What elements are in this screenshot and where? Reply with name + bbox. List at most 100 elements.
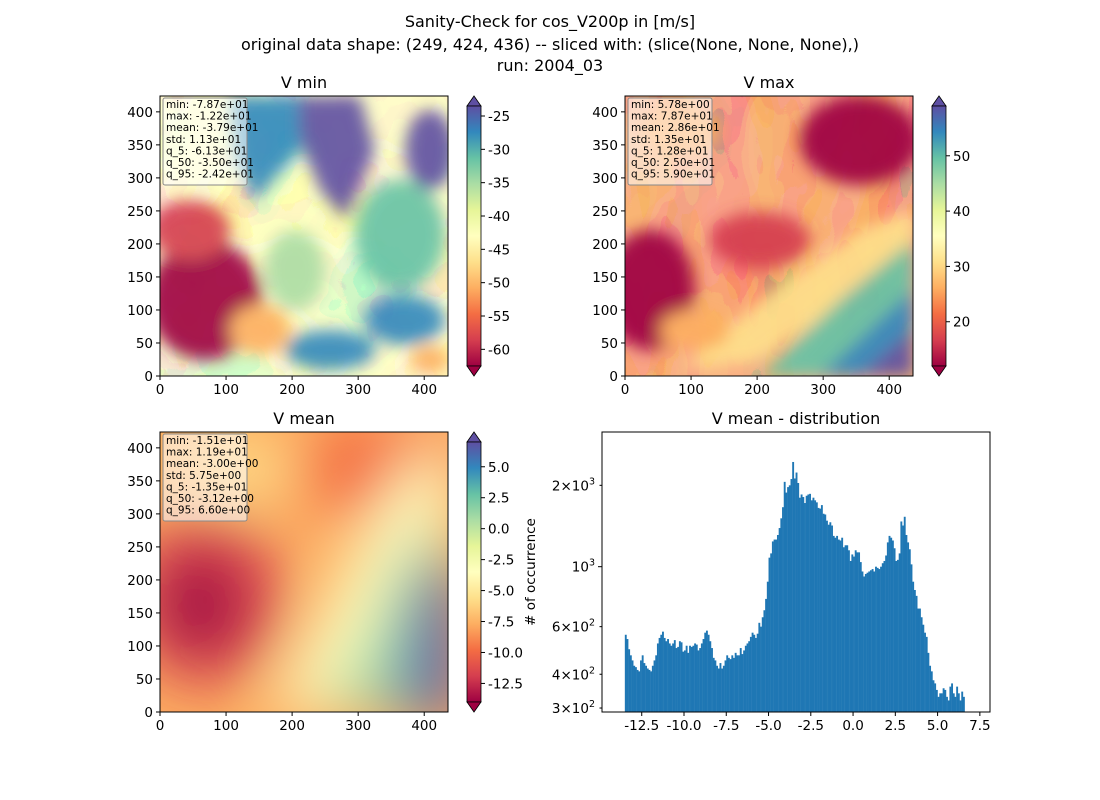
ytick-times: × (560, 667, 571, 683)
vmin-colorbar-tick-label: -40 (488, 209, 510, 225)
histogram-xtick-label: -10.0 (667, 718, 702, 734)
vmin-colorbar-tick-label: -30 (488, 142, 510, 158)
histogram-bar (765, 598, 768, 712)
histogram-bar (721, 668, 724, 712)
ytick-mantissa: 2 (552, 478, 561, 494)
histogram-bar (748, 641, 751, 712)
vmean-colorbar-tick-label: -7.5 (488, 615, 514, 631)
histogram-bar (690, 646, 693, 712)
vmean-stats-line: q_50: -3.12e+00 (166, 493, 254, 505)
vmax-stats-line: q_95: 5.90e+01 (631, 169, 715, 181)
vmax-xtick-label: 0 (621, 382, 630, 398)
histogram-bar (925, 636, 928, 712)
histogram-bar (668, 643, 671, 712)
histogram-bar (665, 641, 668, 712)
histogram-bar (739, 648, 742, 712)
vmax-ytick-label: 0 (609, 369, 618, 385)
vmin-stats-line: max: -1.22e+01 (166, 111, 252, 123)
ytick-exponent: 3 (589, 558, 595, 569)
histogram-bar (849, 560, 852, 712)
histogram-bar (834, 537, 837, 712)
histogram-bar (646, 668, 649, 712)
histogram-bar (626, 639, 629, 712)
histogram-bar (695, 644, 698, 712)
histogram-bar (636, 669, 639, 712)
histogram-bar (942, 688, 945, 712)
histogram-bar (692, 645, 695, 712)
histogram-bar (866, 572, 869, 712)
histogram-bar (922, 624, 925, 712)
histogram-bar (869, 570, 872, 712)
histogram-bar (898, 553, 901, 712)
vmax-xtick-label: 200 (744, 382, 770, 398)
histogram-xtick-label: 5.0 (927, 718, 948, 734)
histogram-bar (841, 537, 844, 712)
histogram-bar (655, 655, 658, 712)
vmax-colorbar-tick-label: 40 (953, 204, 970, 220)
histogram-bar (954, 696, 957, 712)
histogram-bar (734, 652, 737, 712)
vmean-xtick-label: 200 (279, 718, 305, 734)
vmin-colorbar-tick-label: -25 (488, 109, 510, 125)
vmin-xtick-label: 200 (279, 382, 305, 398)
histogram-bar (946, 696, 948, 712)
histogram-bar (827, 524, 830, 712)
histogram-bar (888, 535, 891, 712)
histogram-bar (817, 507, 820, 712)
vmin-stats-line: q_95: -2.42e+01 (166, 169, 254, 181)
vmin-colorbar-tick-label: -55 (488, 309, 510, 325)
histogram-bar (731, 655, 734, 712)
histogram-bar (924, 632, 926, 712)
histogram-bar (875, 566, 877, 712)
ytick-exponent: 2 (589, 699, 595, 710)
vmean-colorbar-tick-label: 5.0 (488, 460, 509, 476)
vmean-ytick-label: 100 (127, 639, 153, 655)
histogram-bar (900, 521, 903, 712)
ytick-times: × (560, 620, 571, 636)
histogram-bar (913, 589, 916, 712)
histogram-bar (778, 528, 781, 712)
vmean-title: V mean (273, 409, 334, 428)
histogram-bar (847, 550, 850, 712)
histogram-bar (773, 539, 776, 712)
histogram-ytick-label: 2×103 (552, 476, 595, 494)
histogram-bar (795, 472, 798, 712)
histogram-bar (930, 671, 933, 712)
histogram-bar (893, 548, 896, 712)
vmean-ytick-label: 0 (144, 705, 153, 721)
histogram-bar (782, 507, 784, 712)
histogram-bar (634, 667, 637, 712)
ytick-mantissa: 6 (552, 620, 561, 636)
histogram-bar (800, 494, 803, 712)
vmin-stats-box (162, 97, 248, 186)
histogram-bar (810, 500, 813, 712)
ytick-base: 10 (572, 620, 589, 636)
histogram-bar (744, 645, 747, 712)
vmax-ytick-label: 300 (592, 171, 618, 187)
histogram-bar (775, 539, 778, 712)
histogram-bar (704, 632, 707, 712)
histogram-bar (854, 550, 857, 712)
vmean-xtick-label: 300 (345, 718, 371, 734)
histogram-bar (648, 669, 651, 712)
vmax-stats-line: max: 7.87e+01 (631, 111, 713, 123)
histogram-bar (672, 643, 675, 712)
histogram-bar (929, 665, 932, 712)
histogram-bar (831, 525, 833, 712)
vmean-xtick-label: 100 (213, 718, 239, 734)
histogram-ytick-label: 103 (572, 558, 595, 576)
histogram-bar (673, 640, 676, 712)
vmean-colorbar-tick-label: -12.5 (488, 676, 523, 692)
histogram-bar (927, 652, 930, 712)
histogram-bar (643, 663, 646, 712)
vmax-ytick-label: 200 (592, 237, 618, 253)
vmin-stats-line: mean: -3.79e+01 (166, 122, 258, 134)
figure-title-line-2: original data shape: (249, 424, 436) -- … (241, 35, 859, 54)
ytick-mantissa: 3 (552, 701, 561, 717)
histogram-bar (944, 689, 947, 712)
histogram-ytick-label: 3×102 (552, 699, 595, 717)
histogram-bar (864, 573, 867, 712)
histogram-bar (641, 655, 644, 712)
histogram-bar (951, 683, 954, 712)
